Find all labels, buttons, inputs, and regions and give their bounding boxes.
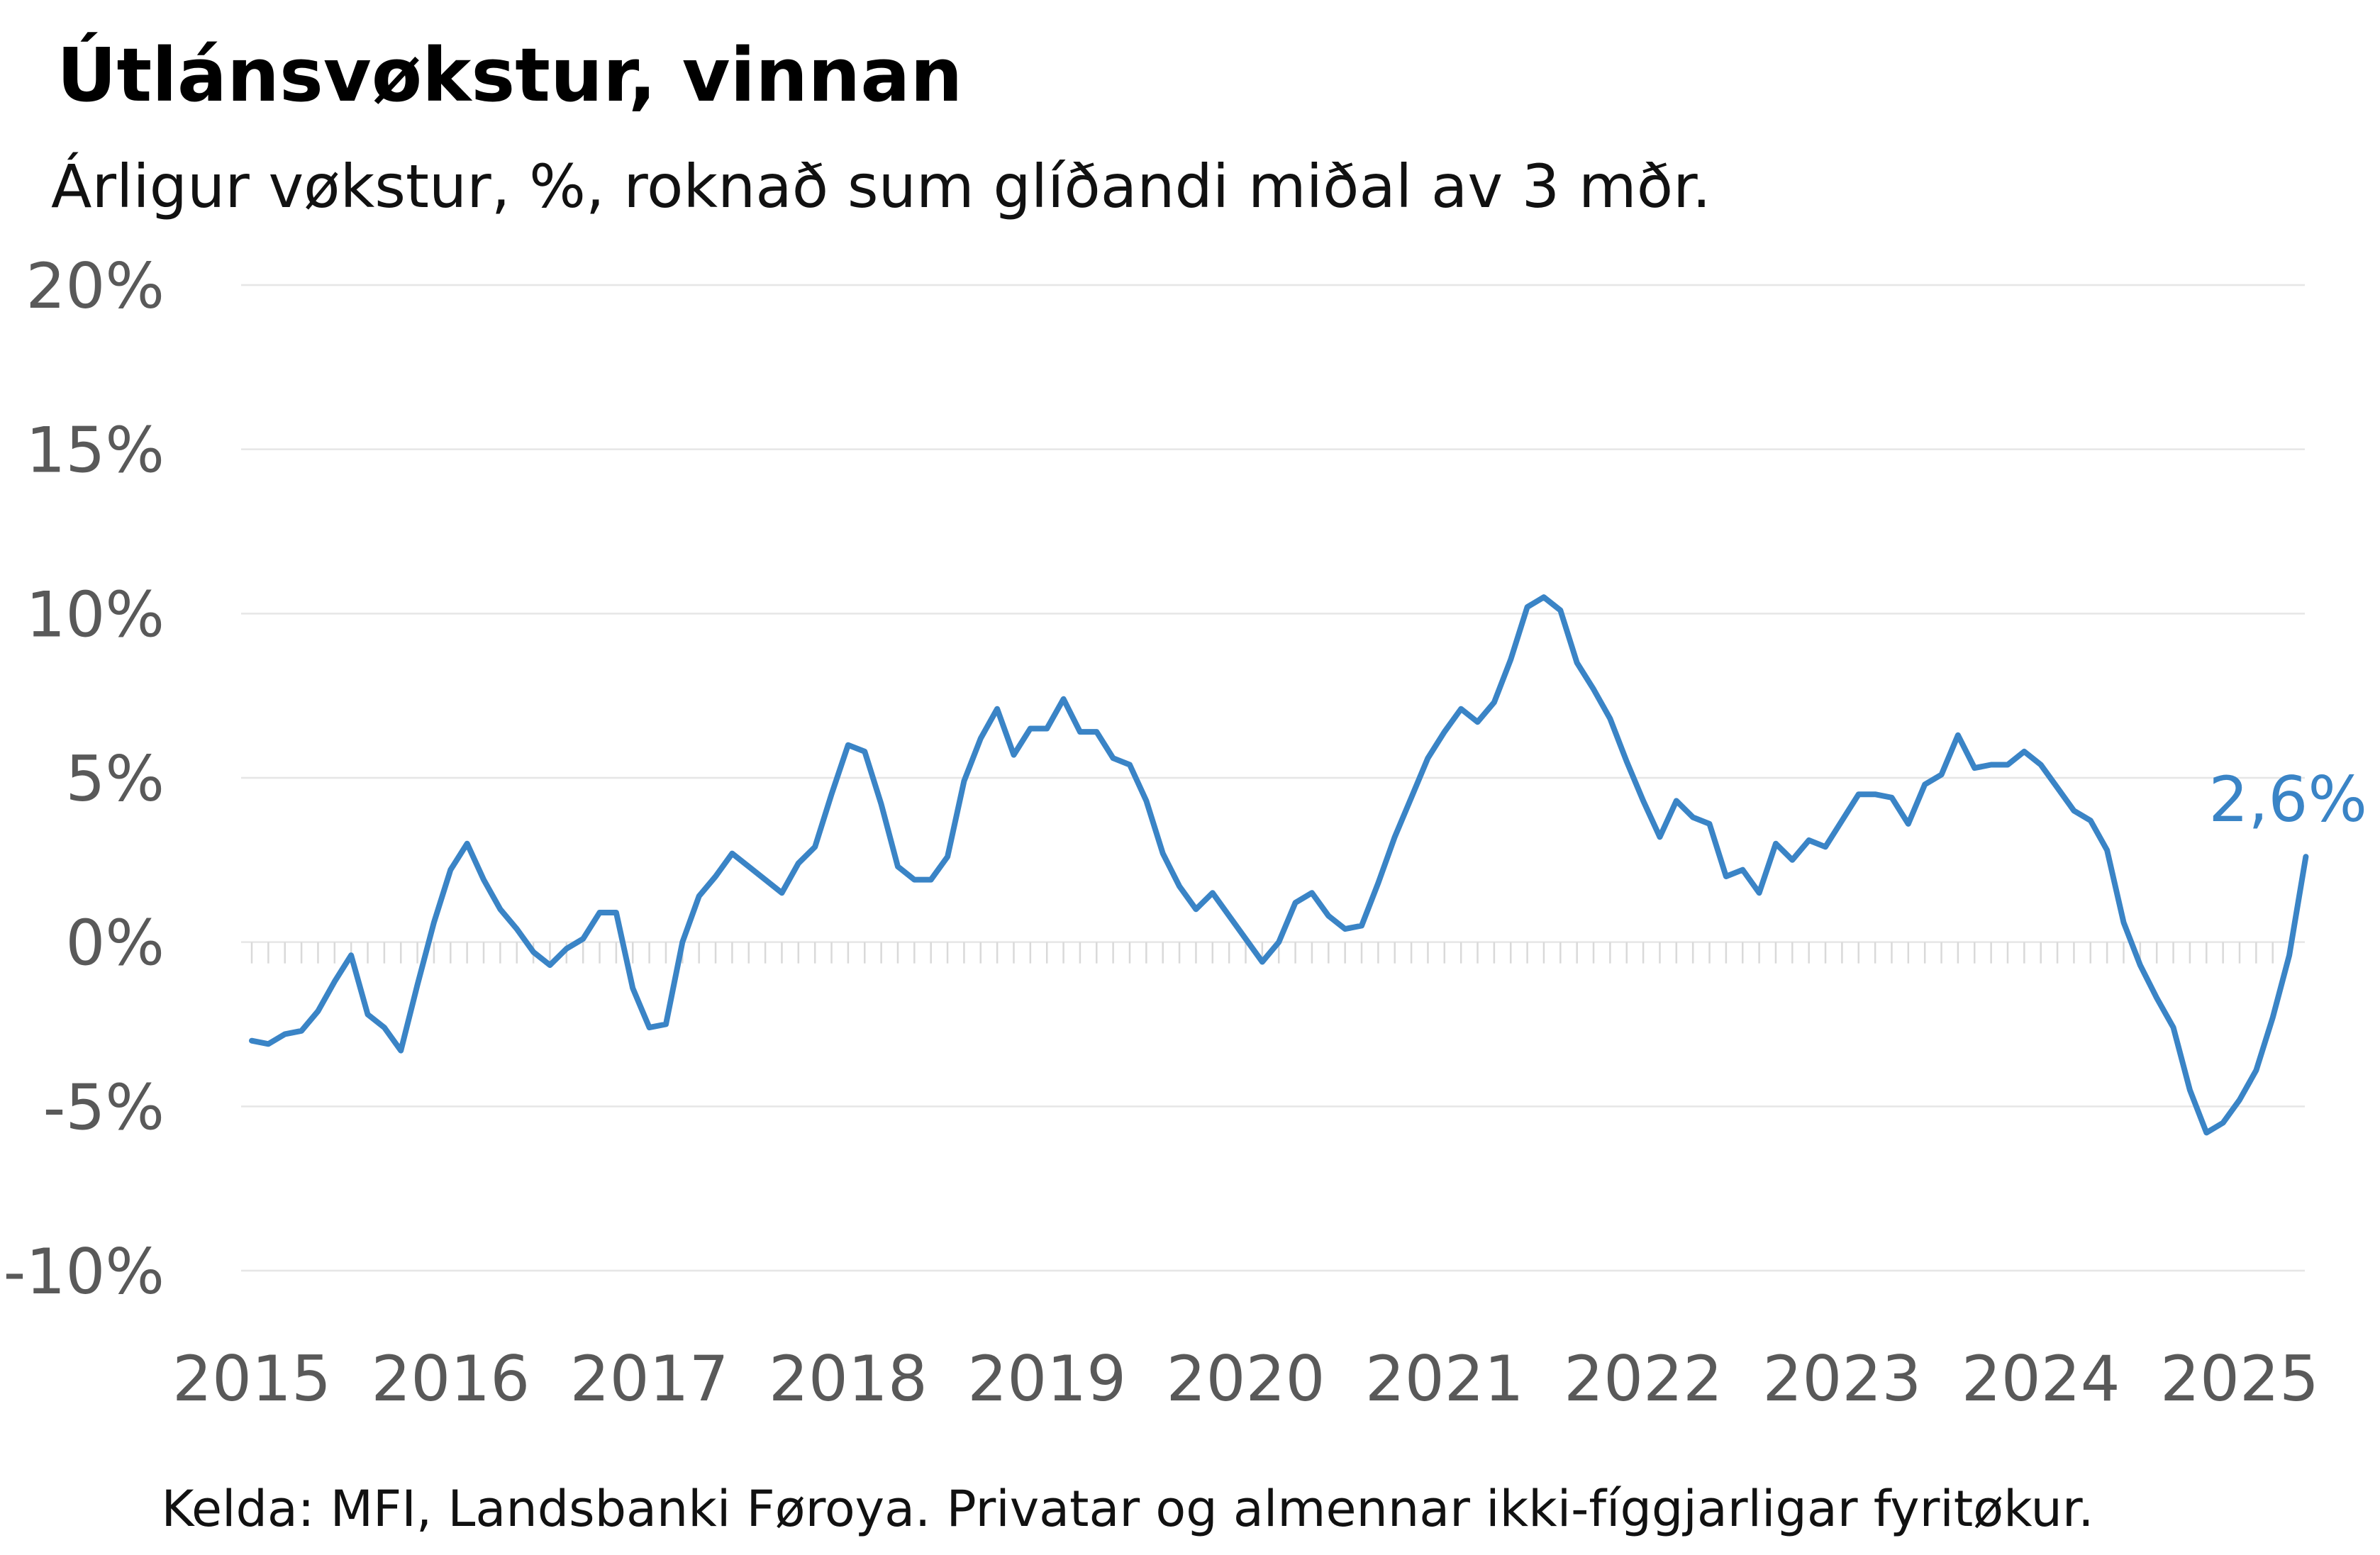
y-tick-label: 10% <box>26 578 165 651</box>
source-note: Kelda: MFI, Landsbanki Føroya. Privatar … <box>162 1480 2094 1538</box>
zero-line-month-ticks <box>241 941 2305 964</box>
x-tick-label: 2025 <box>2160 1342 2319 1415</box>
chart-title: Útlánsvøkstur, vinnan <box>57 32 962 118</box>
series-layer <box>249 594 2309 1136</box>
end-value-label: 2,6% <box>2208 763 2367 836</box>
y-tick-label: 0% <box>65 907 165 980</box>
x-tick-label: 2021 <box>1365 1342 1524 1415</box>
x-tick-label: 2020 <box>1167 1342 1325 1415</box>
y-tick-label: 20% <box>26 250 165 323</box>
series-line <box>249 594 2309 1136</box>
y-axis-tick-labels: 20% 15% 10% 5% 0% -5% -10% <box>4 250 165 1308</box>
y-tick-label: -5% <box>43 1071 165 1144</box>
chart-subtitle: Árligur vøkstur, %, roknað sum glíðandi … <box>51 152 1711 221</box>
x-axis-tick-labels: 2015 2016 2017 2018 2019 2020 2021 2022 2023 2024… <box>172 1342 2319 1415</box>
x-tick-label: 2024 <box>1962 1342 2120 1415</box>
y-tick-label: 15% <box>26 414 165 487</box>
x-tick-label: 2023 <box>1762 1342 1921 1415</box>
x-tick-label: 2018 <box>769 1342 928 1415</box>
gridlines <box>241 284 2305 1272</box>
x-tick-label: 2015 <box>172 1342 331 1415</box>
x-tick-label: 2019 <box>967 1342 1126 1415</box>
y-tick-label: -10% <box>4 1235 165 1308</box>
x-tick-label: 2022 <box>1564 1342 1723 1415</box>
x-tick-label: 2017 <box>570 1342 729 1415</box>
y-tick-label: 5% <box>65 742 165 815</box>
x-tick-label: 2016 <box>371 1342 530 1415</box>
